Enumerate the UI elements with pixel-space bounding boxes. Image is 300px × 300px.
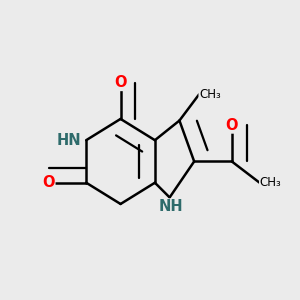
Text: CH₃: CH₃	[199, 88, 221, 101]
Text: O: O	[42, 175, 55, 190]
Text: NH: NH	[159, 199, 184, 214]
Text: O: O	[114, 75, 127, 90]
Text: O: O	[226, 118, 238, 133]
Text: HN: HN	[57, 133, 81, 148]
Text: CH₃: CH₃	[260, 176, 281, 189]
